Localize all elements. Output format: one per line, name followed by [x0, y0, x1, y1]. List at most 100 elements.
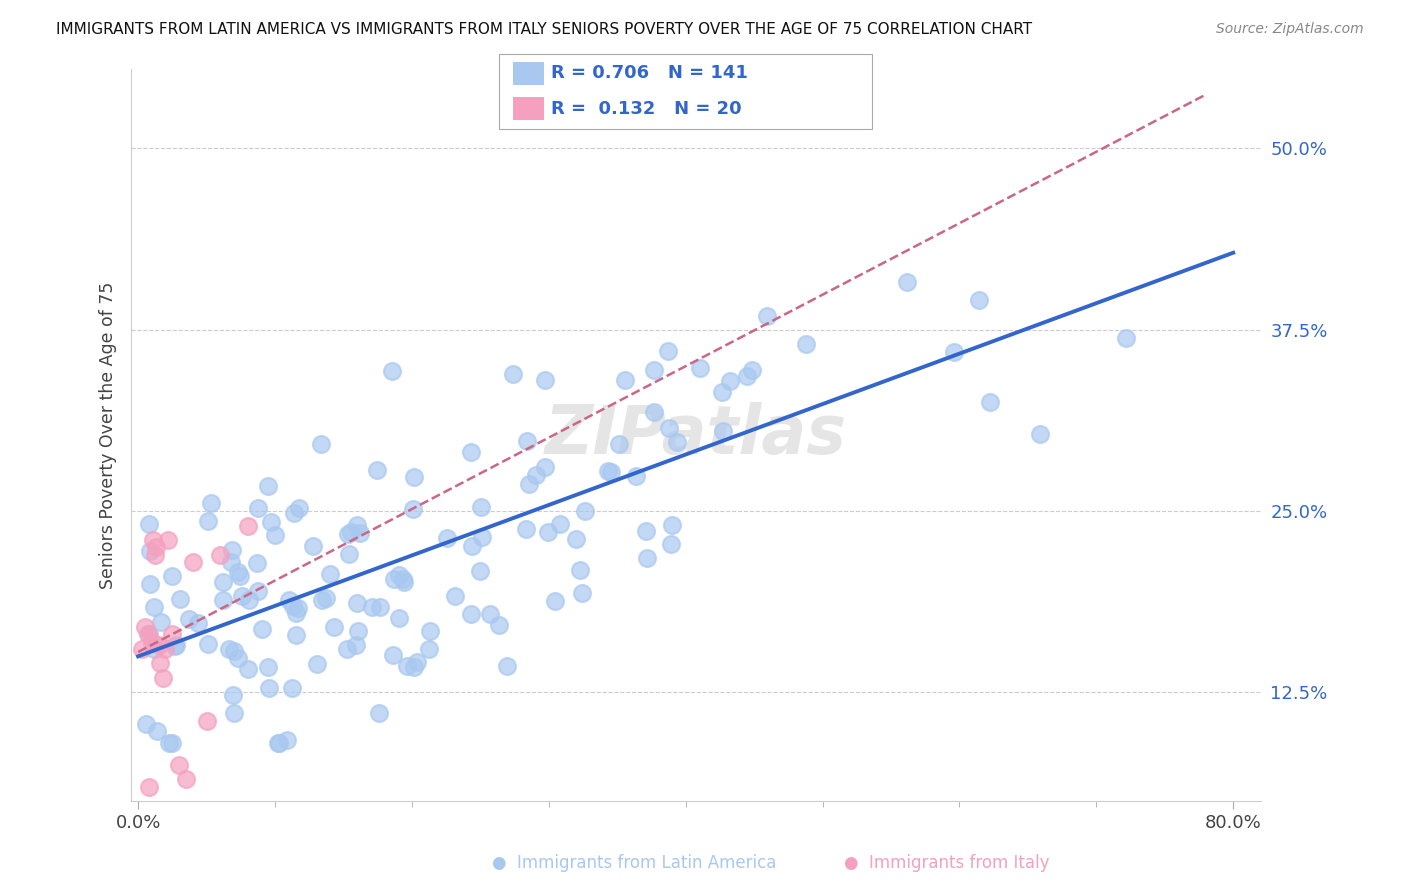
Point	[141, 634, 163, 648]
Point	[534, 373, 557, 387]
Point	[643, 404, 665, 418]
Point	[142, 533, 165, 547]
Point	[136, 627, 159, 641]
Point	[177, 612, 200, 626]
Text: IMMIGRANTS FROM LATIN AMERICA VS IMMIGRANTS FROM ITALY SENIORS POVERTY OVER THE : IMMIGRANTS FROM LATIN AMERICA VS IMMIGRA…	[56, 22, 1032, 37]
Point	[336, 527, 359, 541]
Point	[636, 524, 658, 538]
Point	[145, 541, 167, 555]
Point	[165, 638, 187, 652]
Point	[347, 624, 370, 639]
Point	[488, 617, 510, 632]
Point	[496, 658, 519, 673]
Point	[224, 644, 246, 658]
Point	[502, 367, 524, 381]
Point	[361, 599, 384, 614]
Point	[143, 641, 166, 656]
Point	[247, 501, 270, 516]
Point	[139, 577, 162, 591]
Point	[260, 515, 283, 529]
Point	[598, 464, 620, 478]
Point	[401, 501, 423, 516]
Point	[395, 659, 418, 673]
Point	[418, 642, 440, 657]
Point	[219, 555, 242, 569]
Point	[187, 615, 209, 630]
Point	[285, 628, 308, 642]
Point	[346, 518, 368, 533]
Point	[666, 434, 689, 449]
Point	[236, 518, 259, 533]
Point	[388, 568, 411, 582]
Point	[226, 565, 249, 579]
Point	[287, 600, 309, 615]
Point	[661, 518, 683, 533]
Point	[155, 641, 177, 656]
Point	[257, 479, 280, 493]
Point	[238, 592, 260, 607]
Point	[402, 469, 425, 483]
Point	[756, 310, 779, 324]
Y-axis label: Seniors Poverty Over the Age of 75: Seniors Poverty Over the Age of 75	[100, 281, 117, 589]
Point	[157, 736, 180, 750]
Point	[710, 384, 733, 399]
Point	[157, 533, 180, 547]
Point	[967, 293, 990, 307]
Point	[246, 584, 269, 599]
Point	[267, 736, 290, 750]
Point	[436, 531, 458, 545]
Point	[336, 641, 359, 656]
Point	[609, 437, 631, 451]
Point	[281, 599, 304, 614]
Point	[392, 574, 415, 589]
Point	[537, 525, 560, 540]
Point	[305, 657, 328, 672]
Point	[470, 500, 492, 515]
Point	[197, 514, 219, 528]
Point	[195, 714, 218, 729]
Point	[460, 607, 482, 621]
Point	[149, 615, 172, 629]
Point	[574, 504, 596, 518]
Point	[382, 573, 405, 587]
Point	[544, 594, 567, 608]
Point	[444, 589, 467, 603]
Point	[257, 681, 280, 696]
Text: ●  Immigrants from Latin America: ● Immigrants from Latin America	[492, 855, 776, 872]
Point	[231, 589, 253, 603]
Point	[405, 655, 427, 669]
Point	[221, 543, 243, 558]
Text: ●  Immigrants from Italy: ● Immigrants from Italy	[844, 855, 1049, 872]
Point	[257, 660, 280, 674]
Point	[794, 336, 817, 351]
Point	[283, 507, 305, 521]
Point	[264, 528, 287, 542]
Point	[212, 575, 235, 590]
Point	[381, 364, 404, 378]
Point	[174, 772, 197, 787]
Point	[349, 525, 371, 540]
Point	[319, 566, 342, 581]
Point	[222, 689, 245, 703]
Point	[657, 343, 679, 358]
Point	[613, 373, 636, 387]
Point	[689, 361, 711, 376]
Point	[323, 620, 346, 634]
Point	[167, 758, 190, 772]
Point	[267, 736, 290, 750]
Point	[149, 657, 172, 671]
Point	[160, 569, 183, 583]
Point	[135, 716, 157, 731]
Point	[599, 465, 621, 479]
Point	[134, 620, 156, 634]
Point	[735, 369, 758, 384]
Point	[218, 641, 240, 656]
Point	[281, 681, 304, 695]
Point	[250, 623, 273, 637]
Point	[315, 591, 337, 606]
Point	[368, 599, 391, 614]
Point	[479, 607, 502, 622]
Point	[131, 641, 153, 656]
Point	[169, 591, 191, 606]
Point	[460, 539, 482, 553]
